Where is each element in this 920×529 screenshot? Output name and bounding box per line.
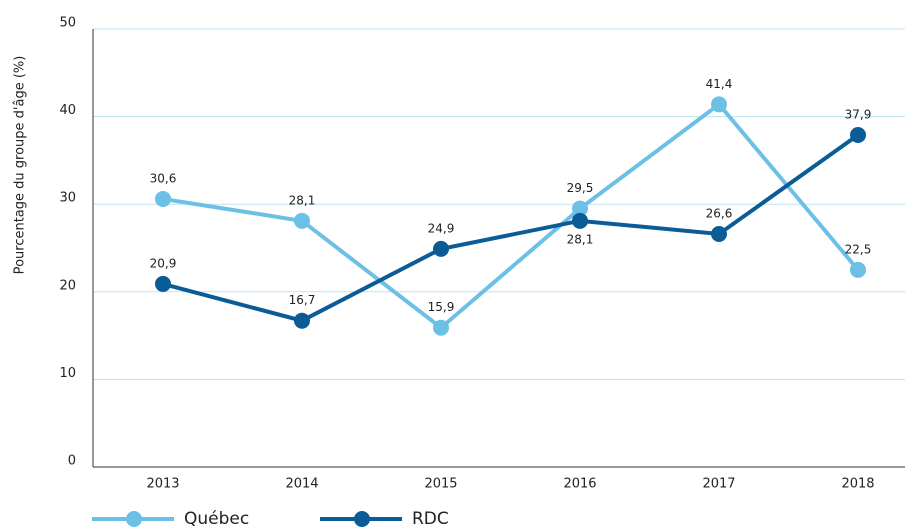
data-point	[572, 200, 588, 217]
data-label: 28,1	[289, 193, 316, 207]
data-label: 26,6	[706, 206, 733, 220]
data-point	[572, 212, 588, 229]
legend-label: RDC	[412, 509, 449, 529]
y-tick-label: 20	[59, 278, 76, 293]
x-tick-label: 2018	[841, 477, 874, 492]
data-point	[294, 312, 310, 329]
data-point	[850, 126, 866, 143]
y-tick-label: 10	[59, 366, 76, 381]
data-point	[433, 319, 449, 336]
series-line	[162, 101, 860, 331]
legend-marker	[126, 511, 142, 527]
legend-label: Québec	[184, 509, 249, 529]
data-label: 28,1	[567, 232, 594, 246]
data-point	[294, 212, 310, 229]
y-tick-label: 0	[68, 454, 76, 469]
y-tick-label: 50	[59, 16, 76, 31]
data-label: 37,9	[845, 107, 872, 121]
data-point	[850, 261, 866, 278]
data-label: 20,9	[150, 256, 177, 270]
data-point	[711, 96, 727, 113]
y-tick-label: 30	[59, 191, 76, 206]
data-point	[155, 190, 171, 207]
x-tick-label: 2013	[146, 477, 179, 492]
x-tick-label: 2017	[702, 477, 735, 492]
data-label: 15,9	[428, 300, 455, 314]
y-axis-label: Pourcentage du groupe d'âge (%)	[13, 56, 28, 275]
legend-marker	[354, 511, 370, 527]
data-label: 22,5	[845, 242, 872, 256]
x-tick-label: 2016	[563, 477, 596, 492]
data-point	[433, 240, 449, 257]
series-line	[162, 133, 860, 323]
x-tick-label: 2015	[424, 477, 457, 492]
y-tick-label: 40	[59, 103, 76, 118]
data-label: 30,6	[150, 171, 177, 185]
data-label: 24,9	[428, 221, 455, 235]
data-label: 29,5	[567, 181, 594, 195]
data-point	[155, 275, 171, 292]
data-label: 41,4	[706, 77, 733, 91]
data-label: 16,7	[289, 293, 316, 307]
x-tick-label: 2014	[285, 477, 318, 492]
data-point	[711, 225, 727, 242]
